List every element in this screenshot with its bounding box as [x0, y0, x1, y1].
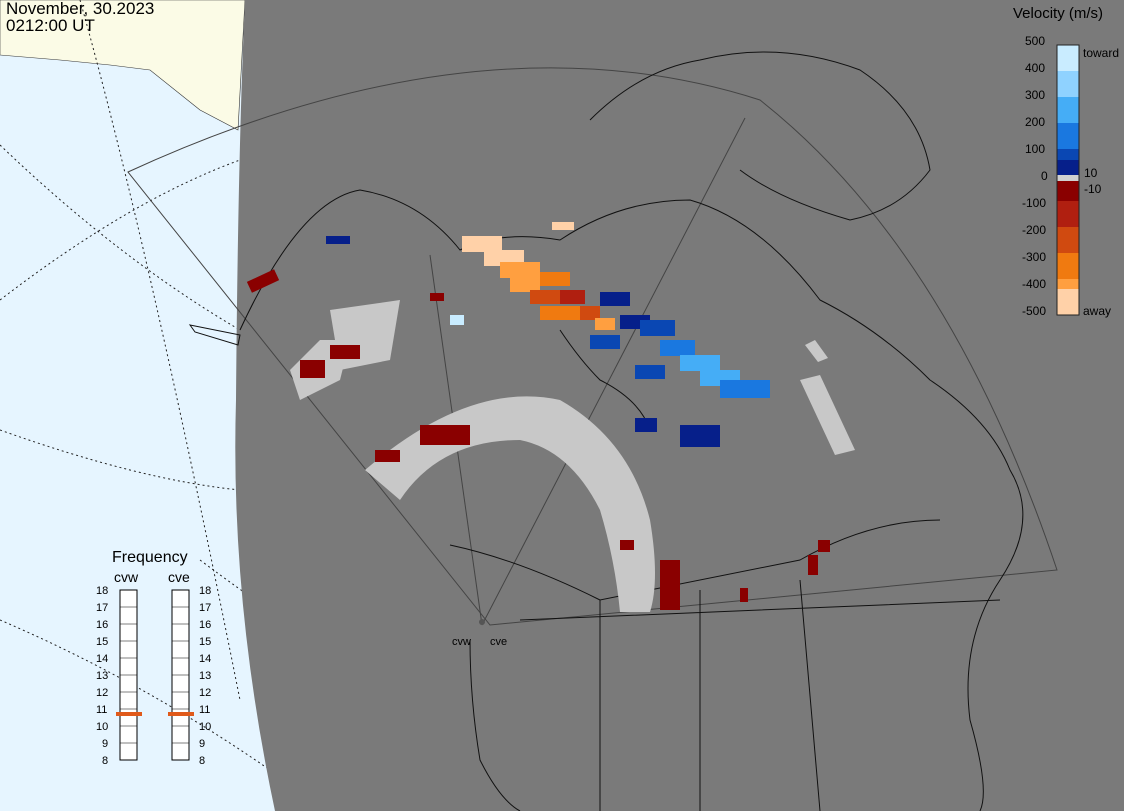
cb-tick-extra: 10	[1084, 166, 1098, 180]
freq-scale-right: 9	[199, 738, 206, 750]
cve-frequency-indicator	[168, 712, 194, 716]
freq-scale-left: 14	[96, 653, 109, 665]
freq-scale-left: 8	[102, 755, 109, 767]
cb-tick: -400	[1022, 277, 1047, 291]
freq-scale-left: 15	[96, 636, 109, 648]
velocity-toward-cells	[326, 236, 770, 447]
frequency-panel	[116, 589, 194, 761]
cb-tick: 0	[1041, 169, 1048, 183]
cb-tick: 400	[1025, 61, 1046, 75]
coastlines	[188, 51, 1024, 811]
freq-scale-right: 16	[199, 619, 212, 631]
radar-label: cvw	[452, 636, 471, 648]
time-label: 0212:00 UT	[6, 16, 95, 35]
graticule	[0, 0, 271, 771]
freq-scale-right: 8	[199, 755, 206, 767]
freq-scale-right: 18	[199, 585, 212, 597]
velocity-away-cells	[462, 222, 615, 330]
cb-tick: 200	[1025, 115, 1046, 129]
velocity-colorbar	[1056, 44, 1080, 316]
freq-scale-right: 14	[199, 653, 212, 665]
radar-site-marker	[479, 619, 485, 625]
cb-tick: 500	[1025, 34, 1046, 48]
freq-scale-left: 16	[96, 619, 109, 631]
freq-scale-left: 9	[102, 738, 109, 750]
date-label: November, 30.2023	[6, 0, 155, 18]
cb-tick: -300	[1022, 250, 1047, 264]
cb-tick: 300	[1025, 88, 1046, 102]
cb-tick: -100	[1022, 196, 1047, 210]
freq-scale-right: 15	[199, 636, 212, 648]
cb-tick-extra: -10	[1084, 182, 1102, 196]
radar-label: cve	[490, 636, 508, 648]
fov-projection	[235, 0, 1124, 811]
freq-scale-left: 11	[96, 704, 108, 716]
freq-scale-right: 11	[199, 704, 211, 716]
toward-label: toward	[1083, 46, 1120, 60]
freq-site-label: cvw	[114, 569, 139, 585]
freq-scale-right: 10	[199, 721, 212, 733]
velocity-slow-away-cells	[246, 269, 830, 610]
cb-tick: -500	[1022, 304, 1047, 318]
cb-tick: -200	[1022, 223, 1047, 237]
freq-site-label: cve	[168, 569, 190, 585]
freq-scale-left: 18	[96, 585, 109, 597]
freq-scale-right: 12	[199, 687, 212, 699]
cb-tick: 100	[1025, 142, 1046, 156]
colorbar-title: Velocity (m/s)	[1013, 5, 1104, 22]
cvw-frequency-indicator	[116, 712, 142, 716]
freq-scale-left: 12	[96, 687, 109, 699]
away-label: away	[1083, 304, 1112, 318]
frequency-title: Frequency	[112, 549, 188, 566]
freq-scale-right: 13	[199, 670, 212, 682]
freq-scale-left: 10	[96, 721, 109, 733]
freq-scale-right: 17	[199, 602, 212, 614]
landmass-alaska	[0, 0, 246, 131]
freq-scale-left: 17	[96, 602, 109, 614]
freq-scale-left: 13	[96, 670, 109, 682]
